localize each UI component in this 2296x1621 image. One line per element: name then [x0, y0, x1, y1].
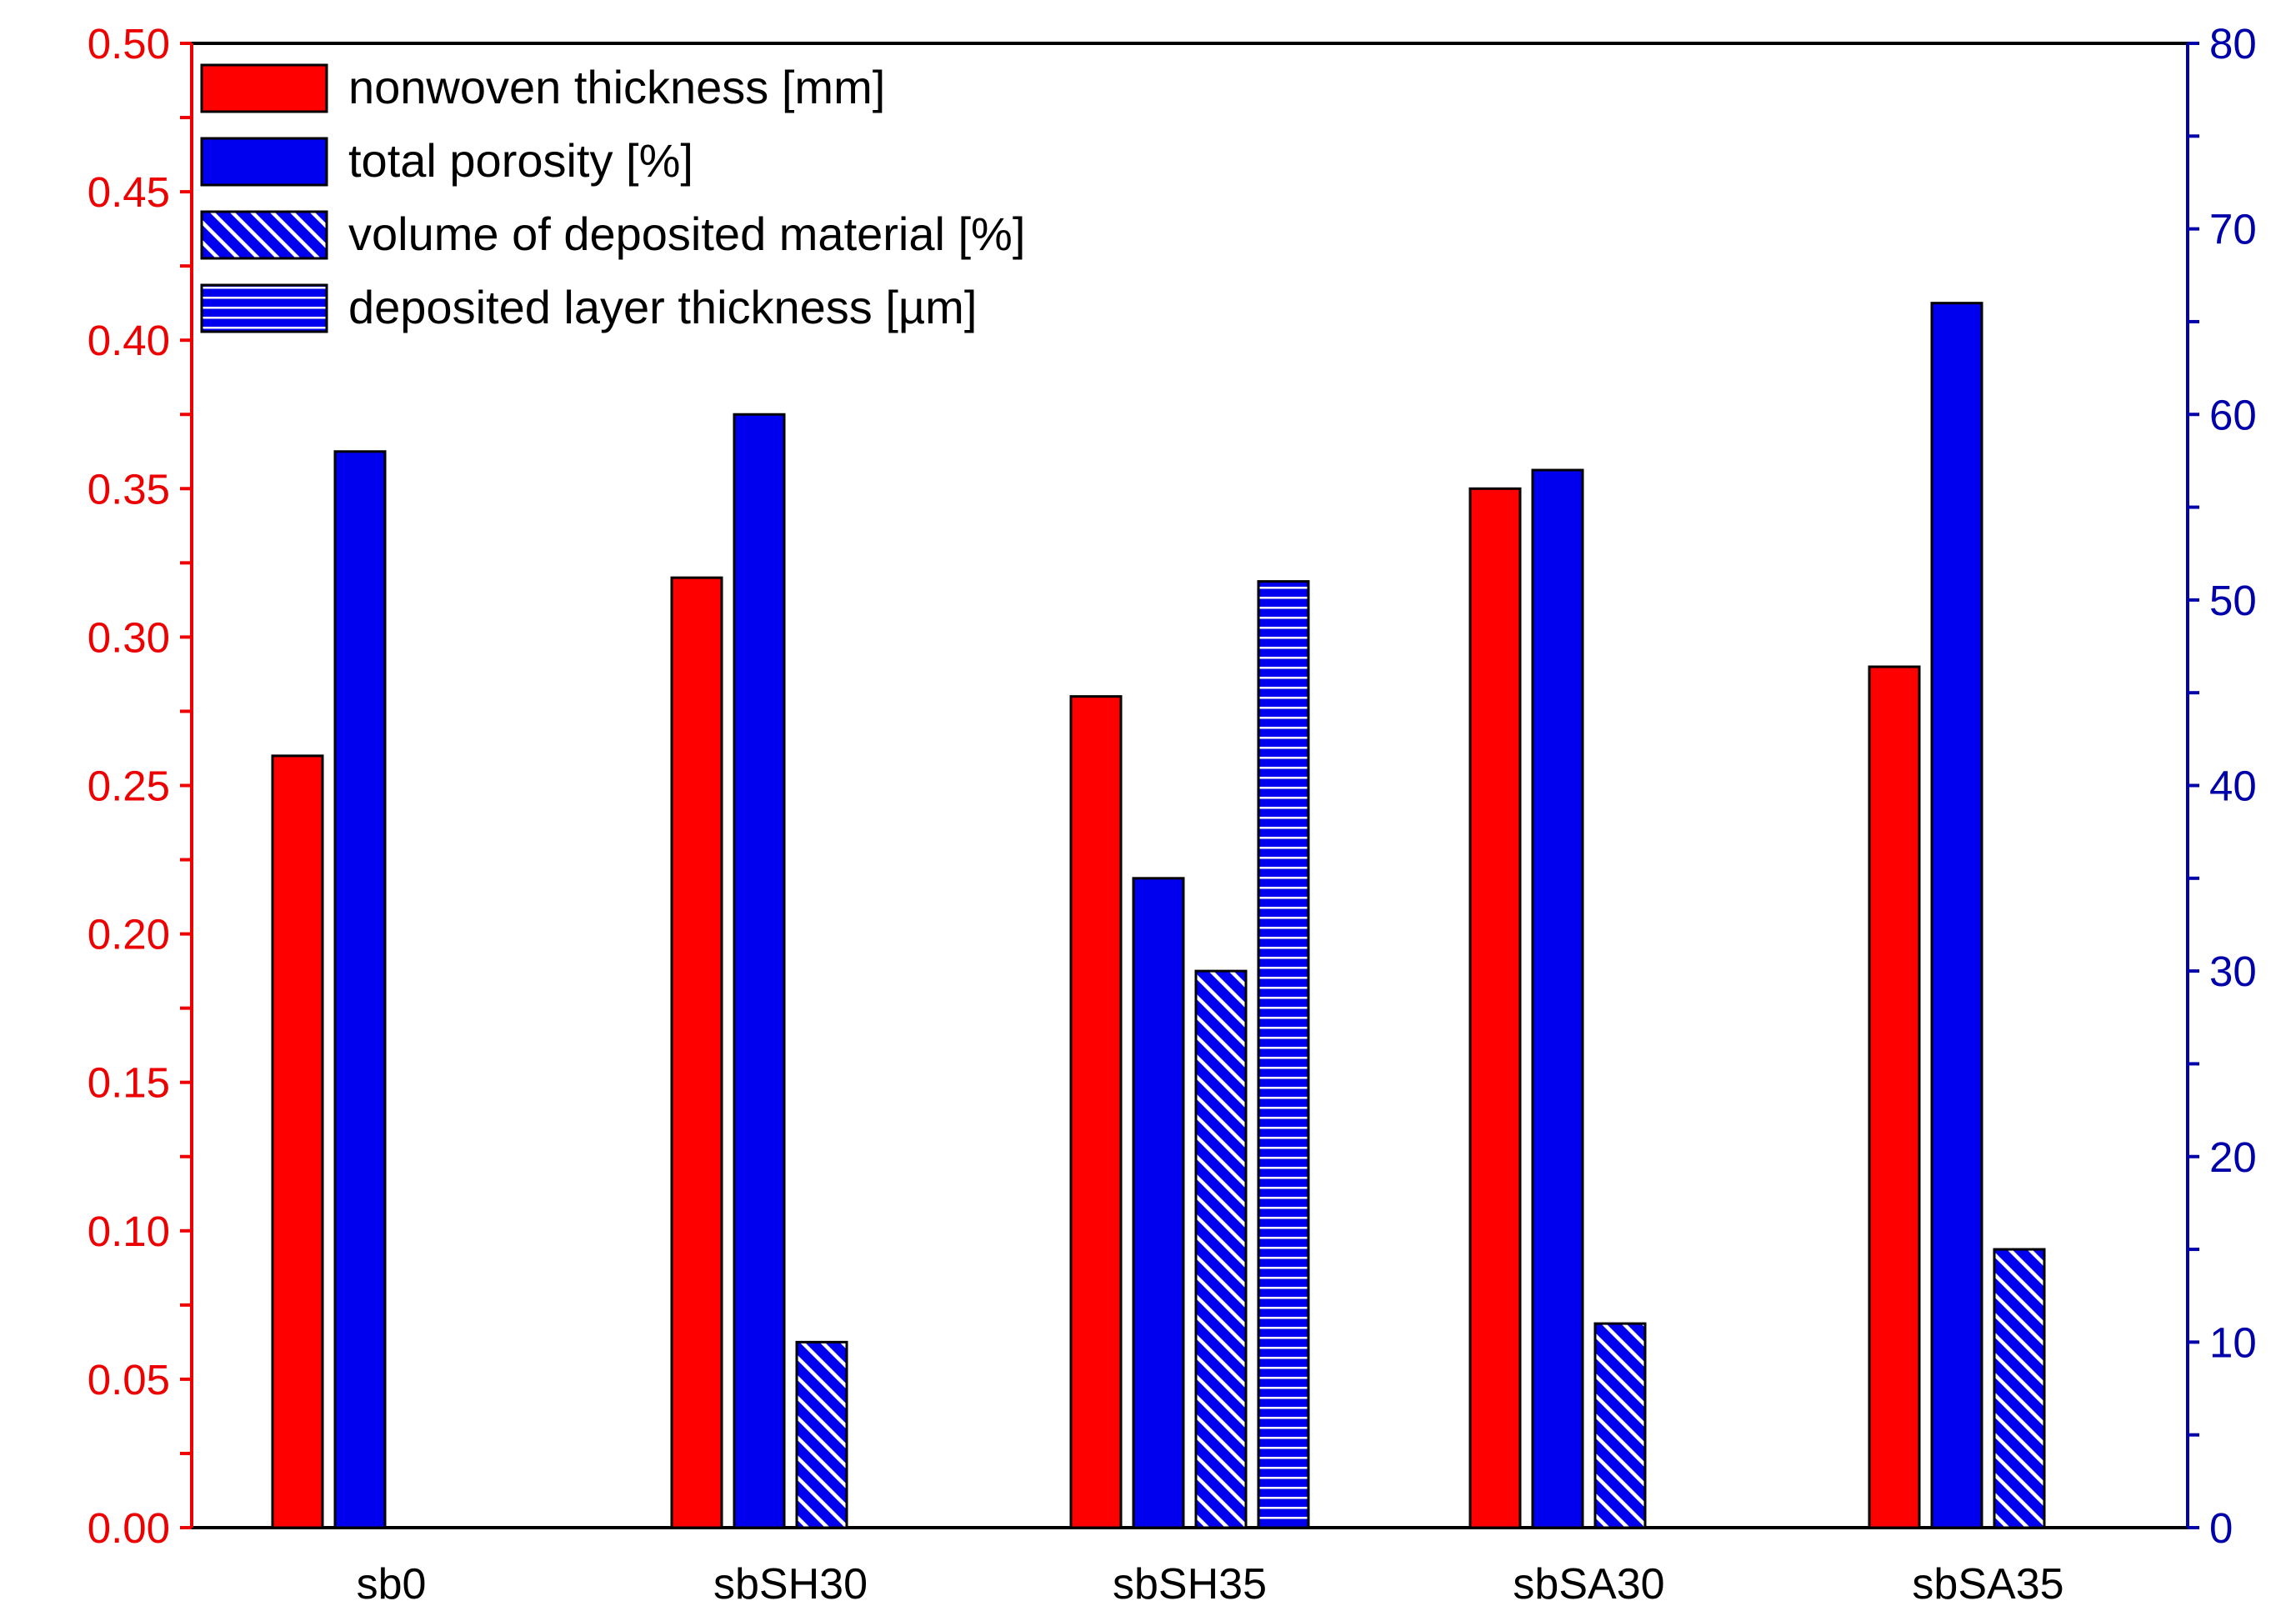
legend-label: nonwoven thickness [mm] [348, 61, 885, 113]
legend-swatch [200, 137, 328, 187]
bar-s0-sbSH30 [670, 576, 723, 1529]
x-tick-label: sbSH30 [713, 1560, 868, 1608]
left-tick-label: 0.15 [88, 1059, 170, 1107]
bar-s1-sb0 [333, 450, 387, 1529]
x-tick-label: sbSA30 [1513, 1560, 1664, 1608]
right-tick-label: 60 [2209, 391, 2257, 438]
bar-s2-sbSH30 [795, 1340, 848, 1529]
bar-s1-sbSH30 [733, 413, 786, 1529]
x-axis: sb0 sbSH30 sbSH35 sbSA30 sbSA35 [357, 1560, 2064, 1608]
x-tick-label: sbSA35 [1912, 1560, 2063, 1608]
plot-frame [192, 42, 2188, 1529]
right-tick-label: 0 [2209, 1504, 2233, 1552]
bar-s3-sbSH35 [1257, 580, 1310, 1529]
bar-s1-sbSA30 [1531, 468, 1584, 1529]
x-tick-label: sbSH35 [1113, 1560, 1267, 1608]
right-tick-label: 30 [2209, 948, 2257, 995]
right-tick-label: 70 [2209, 206, 2257, 253]
bar-s2-sbSA35 [1993, 1248, 2046, 1529]
left-tick-label: 0.45 [88, 168, 170, 216]
left-tick-label: 0.25 [88, 763, 170, 810]
legend-swatch [200, 283, 328, 333]
bar-s0-sbSH35 [1069, 695, 1123, 1529]
left-tick-label: 0.05 [88, 1356, 170, 1403]
right-tick-label: 20 [2209, 1133, 2257, 1181]
legend-swatch [200, 63, 328, 113]
legend-swatch [200, 210, 328, 260]
right-tick-label: 50 [2209, 577, 2257, 624]
bar-s1-sbSH35 [1132, 877, 1185, 1529]
left-tick-label: 0.50 [88, 20, 170, 68]
bar-s0-sbSA30 [1468, 487, 1522, 1529]
left-axis: 0.00 0.05 0.10 0.15 0.20 0.25 0.30 0.35 0.40 0.45… [88, 20, 193, 1552]
bar-s0-sbSA35 [1868, 665, 1921, 1529]
bar-s2-sbSH35 [1194, 969, 1248, 1529]
right-tick-label: 40 [2209, 763, 2257, 810]
bars [271, 302, 2046, 1529]
left-tick-label: 0.35 [88, 465, 170, 513]
left-tick-label: 0.00 [88, 1504, 170, 1552]
legend-label: volume of deposited material [%] [348, 208, 1025, 260]
x-tick-label: sb0 [357, 1560, 427, 1608]
legend-label: deposited layer thickness [µm] [348, 281, 977, 333]
right-tick-label: 80 [2209, 20, 2257, 68]
left-tick-label: 0.20 [88, 911, 170, 958]
legend-label: total porosity [%] [348, 134, 693, 187]
bar-s2-sbSA30 [1593, 1322, 1647, 1529]
left-tick-label: 0.40 [88, 317, 170, 364]
bar-s0-sb0 [271, 754, 324, 1529]
bar-s1-sbSA35 [1930, 302, 1983, 1529]
legend: nonwoven thickness [mm] total porosity [%… [200, 61, 1025, 333]
left-tick-label: 0.30 [88, 613, 170, 661]
left-tick-label: 0.10 [88, 1208, 170, 1255]
right-tick-label: 10 [2209, 1318, 2257, 1366]
right-axis: 0 10 20 30 40 50 60 70 80 [2186, 20, 2257, 1552]
